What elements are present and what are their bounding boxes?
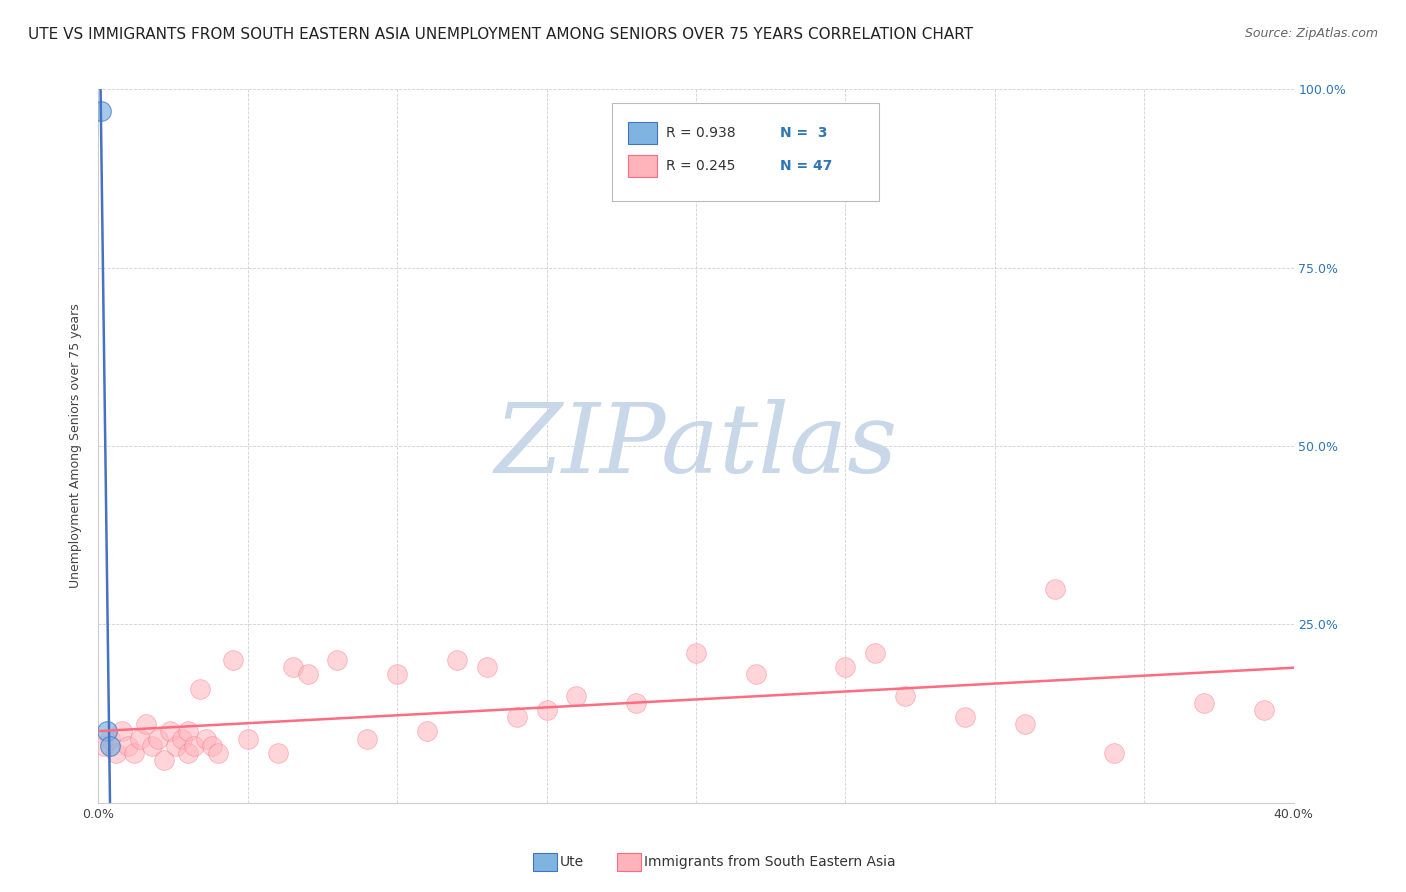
- Point: [356, 731, 378, 746]
- Point: [172, 731, 194, 746]
- Text: Immigrants from South Eastern Asia: Immigrants from South Eastern Asia: [644, 855, 896, 869]
- Point: [100, 739, 122, 753]
- Point: [117, 739, 139, 753]
- Point: [894, 689, 917, 703]
- Point: [129, 731, 152, 746]
- Point: [148, 731, 170, 746]
- Point: [865, 646, 887, 660]
- Point: [565, 689, 588, 703]
- Point: [195, 731, 218, 746]
- Point: [153, 753, 176, 767]
- Point: [1253, 703, 1275, 717]
- Y-axis label: Unemployment Among Seniors over 75 years: Unemployment Among Seniors over 75 years: [69, 303, 83, 589]
- Text: Source: ZipAtlas.com: Source: ZipAtlas.com: [1244, 27, 1378, 40]
- Text: UTE VS IMMIGRANTS FROM SOUTH EASTERN ASIA UNEMPLOYMENT AMONG SENIORS OVER 75 YEA: UTE VS IMMIGRANTS FROM SOUTH EASTERN ASI…: [28, 27, 973, 42]
- Point: [685, 646, 707, 660]
- Point: [297, 667, 319, 681]
- Point: [135, 717, 157, 731]
- Point: [96, 724, 118, 739]
- Point: [165, 739, 187, 753]
- Point: [626, 696, 648, 710]
- Point: [475, 660, 498, 674]
- Point: [141, 739, 163, 753]
- Text: N =  3: N = 3: [780, 126, 828, 140]
- Point: [100, 731, 122, 746]
- Point: [1192, 696, 1215, 710]
- Point: [90, 103, 112, 118]
- Point: [446, 653, 468, 667]
- Point: [111, 724, 134, 739]
- Point: [124, 746, 146, 760]
- Point: [267, 746, 290, 760]
- Point: [281, 660, 304, 674]
- Point: [188, 681, 211, 696]
- Point: [416, 724, 439, 739]
- Text: Ute: Ute: [560, 855, 583, 869]
- Point: [159, 724, 181, 739]
- Text: ZIPatlas: ZIPatlas: [495, 399, 897, 493]
- Point: [236, 731, 259, 746]
- Point: [177, 724, 200, 739]
- Point: [506, 710, 529, 724]
- Text: N = 47: N = 47: [780, 159, 832, 173]
- Point: [1104, 746, 1126, 760]
- Point: [207, 746, 229, 760]
- Point: [105, 746, 128, 760]
- Point: [1014, 717, 1036, 731]
- Point: [536, 703, 558, 717]
- Point: [201, 739, 224, 753]
- Point: [183, 739, 205, 753]
- Point: [177, 746, 200, 760]
- Point: [953, 710, 976, 724]
- Point: [834, 660, 856, 674]
- Text: R = 0.245: R = 0.245: [666, 159, 735, 173]
- Text: R = 0.938: R = 0.938: [666, 126, 737, 140]
- Point: [326, 653, 349, 667]
- Point: [93, 739, 115, 753]
- Point: [1043, 582, 1066, 596]
- Point: [745, 667, 768, 681]
- Point: [385, 667, 409, 681]
- Point: [222, 653, 245, 667]
